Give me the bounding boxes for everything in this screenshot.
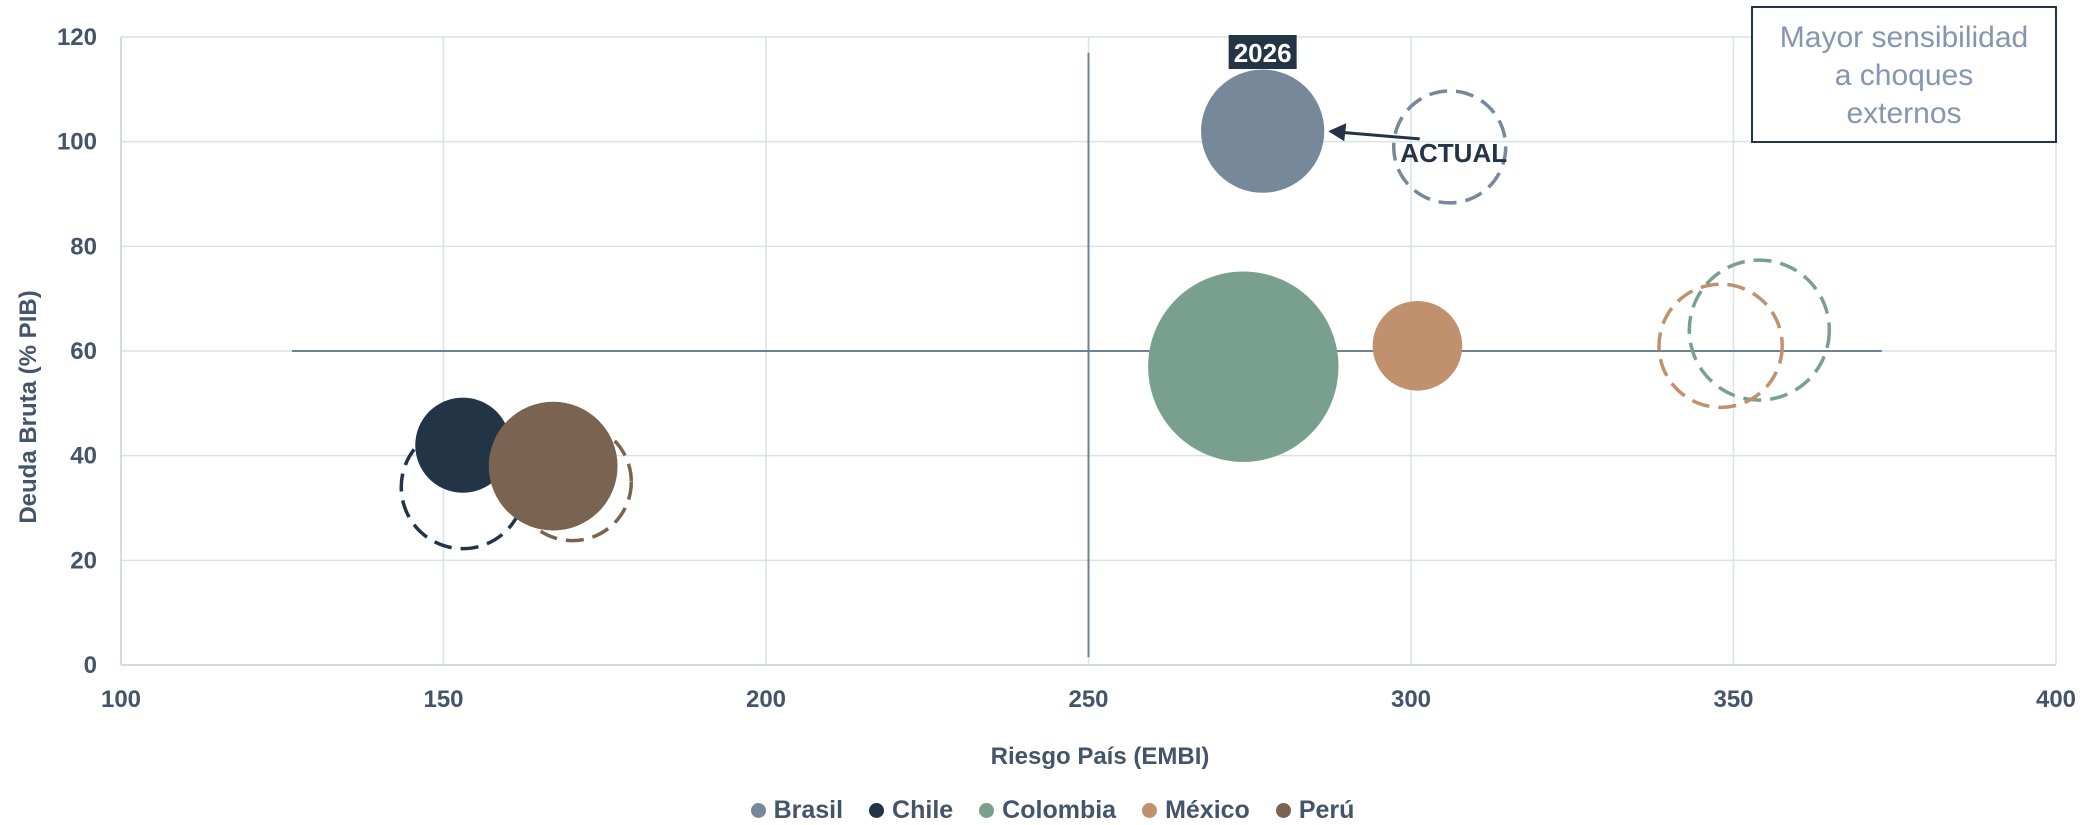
label-2026-bg xyxy=(1228,35,1297,69)
legend-item: México xyxy=(1142,796,1250,825)
x-tick-label: 300 xyxy=(1391,686,1431,713)
x-tick-label: 200 xyxy=(746,686,786,713)
bubbles xyxy=(399,69,1832,551)
bubble-annotations: 2026 ACTUAL xyxy=(1228,35,1507,168)
legend-items: Brasil Chile Colombia México Perú xyxy=(750,796,1355,825)
x-tick-label: 400 xyxy=(2036,686,2076,713)
annotation-box-line-3: externos xyxy=(1846,97,1961,130)
bubble-2026 xyxy=(1148,271,1339,462)
bubble-2026 xyxy=(415,397,511,493)
legend-marker xyxy=(1142,803,1158,818)
y-tick-label: 20 xyxy=(70,547,97,574)
y-axis-title: Deuda Bruta (% PIB) xyxy=(15,290,42,523)
bubble-2026 xyxy=(1372,300,1463,391)
y-tick-label: 100 xyxy=(57,129,97,156)
y-tick-label: 60 xyxy=(70,338,97,365)
x-tick-label: 150 xyxy=(423,686,463,713)
legend-label: Brasil xyxy=(773,796,844,824)
arrow-line xyxy=(1340,130,1420,141)
bubble-2026 xyxy=(488,401,618,531)
x-tick-label: 100 xyxy=(101,686,141,713)
annotation-box: Mayor sensibilidad a choques externos xyxy=(1751,6,2057,143)
legend-label: México xyxy=(1165,796,1250,824)
legend: Brasil Chile Colombia México Perú xyxy=(0,796,2095,825)
label-2026-text: 2026 xyxy=(1234,38,1292,68)
legend-label: Colombia xyxy=(1002,796,1117,824)
tick-labels: 100 150 200 250 300 350 400 0 20 40 60 80 100 120 xyxy=(57,24,2076,713)
legend-item: Chile xyxy=(869,796,953,825)
y-tick-label: 40 xyxy=(70,443,97,470)
bubble-actual xyxy=(1391,89,1508,205)
legend-item: Brasil xyxy=(750,796,844,825)
annotation-box-frame xyxy=(1751,6,2057,143)
legend-marker xyxy=(1275,803,1291,818)
arrow-head xyxy=(1328,123,1347,142)
legend-marker xyxy=(869,803,885,818)
bubble-actual xyxy=(1657,282,1784,410)
y-tick-label: 120 xyxy=(57,24,97,51)
legend-marker xyxy=(750,803,766,818)
annotation-box-line-1: Mayor sensibilidad xyxy=(1780,21,2028,54)
y-tick-label: 0 xyxy=(84,652,97,679)
label-2026: 2026 xyxy=(1228,35,1297,69)
legend-marker xyxy=(979,803,995,818)
x-tick-label: 350 xyxy=(1713,686,1753,713)
x-axis-title: Riesgo País (EMBI) xyxy=(991,743,1210,770)
legend-item: Perú xyxy=(1275,796,1355,825)
legend-item: Colombia xyxy=(979,796,1116,825)
x-tick-label: 250 xyxy=(1068,686,1108,713)
legend-label: Perú xyxy=(1298,796,1355,824)
legend-label: Chile xyxy=(892,796,954,824)
reference-lines xyxy=(291,52,1882,658)
annotation-box-line-2: a choques xyxy=(1835,59,1973,92)
bubble-actual xyxy=(1687,258,1832,402)
y-tick-label: 80 xyxy=(70,233,97,260)
label-actual: ACTUAL xyxy=(1400,138,1507,168)
bubble-2026 xyxy=(1201,69,1325,193)
